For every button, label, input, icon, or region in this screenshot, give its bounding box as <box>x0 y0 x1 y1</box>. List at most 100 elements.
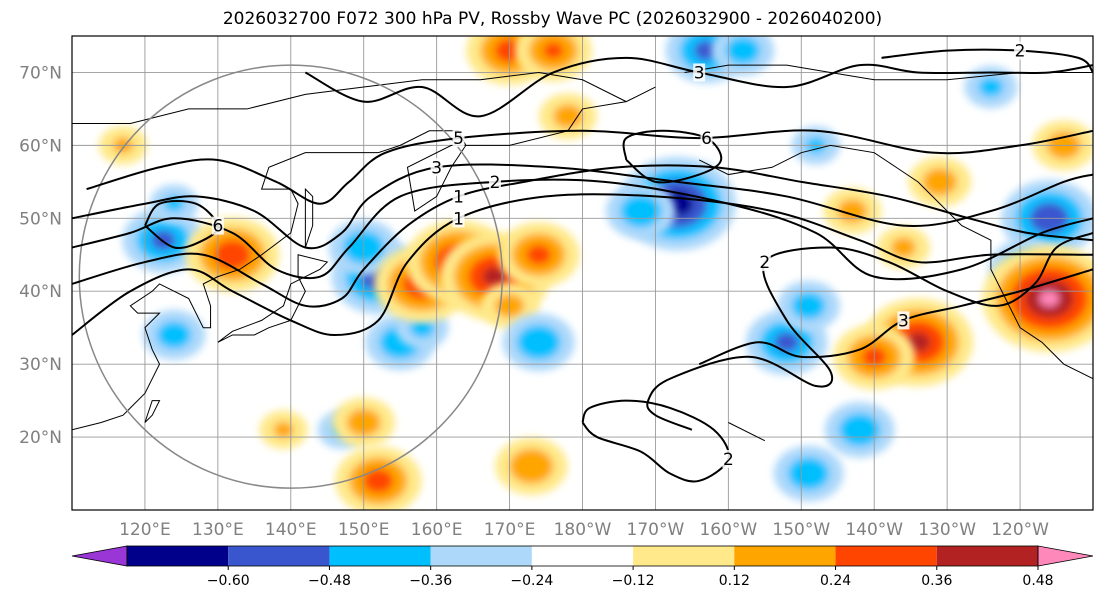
pv-anomaly-layer <box>98 36 1093 510</box>
colorbar-outline <box>126 545 1039 567</box>
anomaly-level <box>157 321 192 349</box>
anomaly-blob <box>777 280 840 331</box>
anomaly-level <box>409 317 435 338</box>
colorbar-segment <box>936 546 1038 566</box>
contour-label: 1 <box>453 209 464 229</box>
coastline <box>698 144 1093 380</box>
anomaly-level <box>791 292 826 320</box>
anomaly-level <box>922 168 957 196</box>
coastline <box>72 86 656 431</box>
colorbar-tick-label: −0.48 <box>308 573 351 589</box>
lon-tick-label: 170°E <box>484 520 536 540</box>
contour-label: 3 <box>898 311 909 331</box>
contour-label: 6 <box>701 129 712 149</box>
lon-tick-label: 130°E <box>192 520 244 540</box>
anomaly-level <box>543 42 564 59</box>
coastline <box>684 64 1093 81</box>
colorbar-tick-label: −0.60 <box>207 573 250 589</box>
anomaly-level <box>787 457 830 491</box>
anomaly-level <box>214 240 251 270</box>
pv-contour <box>86 129 1093 205</box>
gridlines <box>72 36 1093 510</box>
axis-labels: 120°E 130°E 140°E 150°E 160°E 170°E 180°W 170°W… <box>19 63 1049 540</box>
anomaly-blob <box>773 445 844 502</box>
contour-label: 2 <box>1015 42 1026 62</box>
contour-label-bg <box>758 253 771 272</box>
colorbar-extend-low <box>71 545 128 567</box>
anomaly-blob <box>908 156 972 207</box>
anomaly-level <box>482 266 508 287</box>
colorbar-tick-label: −0.12 <box>612 573 655 589</box>
contour-label: 2 <box>490 173 501 193</box>
contour-label-bg <box>452 187 465 206</box>
reference-circle <box>78 64 504 489</box>
lat-tick-label: 50°N <box>19 209 62 229</box>
lat-tick-label: 30°N <box>19 355 62 375</box>
lon-tick-label: 180°W <box>554 520 612 540</box>
anomaly-blob <box>142 309 206 361</box>
anomaly-level <box>839 413 881 447</box>
anomaly-level <box>526 244 552 265</box>
anomaly-level <box>553 104 583 128</box>
reference-circle-ring <box>78 64 504 489</box>
lat-tick-label: 40°N <box>19 282 62 302</box>
lon-tick-label: 120°E <box>119 520 171 540</box>
anomaly-blob <box>824 401 895 458</box>
contour-label-bg <box>700 129 713 148</box>
pv-contour <box>698 268 1093 366</box>
lon-tick-label: 160°W <box>699 520 757 540</box>
anomaly-blob <box>149 184 199 224</box>
anomaly-blob <box>514 36 592 82</box>
lat-tick-label: 20°N <box>19 428 62 448</box>
contour-label: 3 <box>431 158 442 178</box>
lat-tick-label: 60°N <box>19 136 62 156</box>
anomaly-blob <box>823 187 882 235</box>
colorbar-tick-label: 0.12 <box>719 573 750 589</box>
contour-label-bg <box>488 172 501 191</box>
anomaly-level <box>978 77 1004 97</box>
anomaly-level <box>516 324 561 360</box>
colorbar-extend-high <box>1037 545 1094 567</box>
coastline <box>304 187 314 248</box>
colorbar-tick-label: −0.24 <box>510 573 553 589</box>
lon-tick-label: 130°W <box>918 520 976 540</box>
colorbar-segment <box>127 546 229 566</box>
lon-tick-label: 150°E <box>338 520 390 540</box>
anomaly-blob <box>502 313 575 372</box>
anomaly-blob <box>259 410 308 450</box>
contour-label-bg <box>897 311 910 330</box>
anomaly-blob <box>876 226 930 269</box>
lon-tick-label: 140°E <box>265 520 317 540</box>
chart-title: 2026032700 F072 300 hPa PV, Rossby Wave … <box>222 9 883 29</box>
contour-label: 5 <box>453 129 464 149</box>
lat-tick-label: 70°N <box>19 63 62 83</box>
coastline <box>72 71 627 125</box>
contour-label-bg <box>693 63 706 82</box>
colorbar-segment <box>835 546 937 566</box>
anomaly-level <box>620 194 662 228</box>
pv-contour <box>622 129 723 184</box>
lon-tick-label: 140°W <box>845 520 903 540</box>
coastline <box>217 254 329 343</box>
anomaly-level <box>725 36 761 65</box>
colorbar-segment <box>430 546 532 566</box>
lon-tick-label: 160°E <box>411 520 463 540</box>
colorbar-segment <box>329 546 431 566</box>
colorbar: −0.60 −0.48 −0.36 −0.24 −0.12 0.12 0.24 0.36 0.4… <box>71 545 1094 589</box>
map-frame <box>71 35 1094 511</box>
anomaly-blob <box>497 222 580 288</box>
coastlines <box>72 64 1093 442</box>
anomaly-level <box>363 469 393 493</box>
pv-contour <box>72 164 1093 308</box>
contour-label: 1 <box>453 187 464 207</box>
colorbar-segment <box>633 546 735 566</box>
contour-label-bg <box>452 209 465 228</box>
pv-contour <box>72 163 1093 250</box>
colorbar-segment <box>228 546 330 566</box>
lon-tick-label: 170°W <box>627 520 685 540</box>
contour-label-bg <box>1014 41 1027 60</box>
anomaly-blob <box>711 36 775 76</box>
